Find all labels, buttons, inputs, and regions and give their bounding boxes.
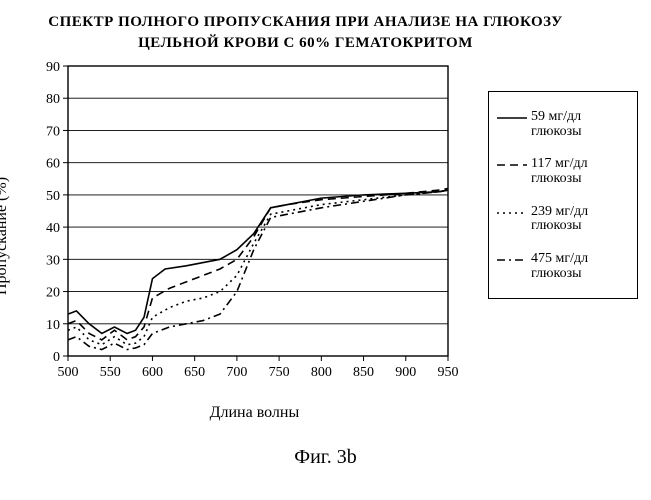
legend-item: 239 мг/длглюкозы [497, 205, 627, 234]
x-axis-label: Длина волны [210, 404, 300, 422]
svg-text:900: 900 [395, 365, 416, 380]
svg-text:90: 90 [46, 60, 60, 75]
svg-text:600: 600 [142, 365, 163, 380]
legend-swatch [497, 252, 527, 266]
svg-text:80: 80 [46, 92, 60, 107]
legend-label: 475 мг/длглюкозы [531, 252, 588, 281]
y-axis-label: Пропускание (%) [0, 177, 11, 295]
figure-row: Пропускание (%) 010203040506070809050055… [10, 56, 641, 416]
legend-swatch [497, 157, 527, 171]
chart-title-line2: ЦЕЛЬНОЙ КРОВИ С 60% ГЕМАТОКРИТОМ [20, 35, 591, 52]
svg-text:60: 60 [46, 157, 60, 172]
svg-text:950: 950 [438, 365, 459, 380]
legend-label: 117 мг/длглюкозы [531, 157, 588, 186]
svg-text:40: 40 [46, 221, 60, 236]
svg-text:850: 850 [353, 365, 374, 380]
svg-text:30: 30 [46, 253, 60, 268]
svg-text:500: 500 [58, 365, 79, 380]
legend-label: 239 мг/длглюкозы [531, 205, 588, 234]
svg-text:70: 70 [46, 124, 60, 139]
svg-text:700: 700 [226, 365, 247, 380]
chart-box: Пропускание (%) 010203040506070809050055… [10, 56, 480, 416]
legend-item: 117 мг/длглюкозы [497, 157, 627, 186]
legend-label: 59 мг/длглюкозы [531, 110, 582, 139]
legend: 59 мг/длглюкозы 117 мг/длглюкозы 239 мг/дл… [488, 91, 638, 299]
svg-text:750: 750 [269, 365, 290, 380]
chart-svg: 0 10 20 30 40 50 60 70 80 90 500 550 600 650 700 750 800… [10, 56, 480, 396]
svg-text:10: 10 [46, 318, 60, 333]
legend-swatch [497, 205, 527, 219]
legend-item: 59 мг/длглюкозы [497, 110, 627, 139]
figure-caption: Фиг. 3b [10, 446, 641, 469]
svg-text:550: 550 [100, 365, 121, 380]
chart-title-line1: СПЕКТР ПОЛНОГО ПРОПУСКАНИЯ ПРИ АНАЛИЗЕ Н… [20, 14, 591, 31]
svg-text:800: 800 [311, 365, 332, 380]
svg-text:50: 50 [46, 189, 60, 204]
svg-text:650: 650 [184, 365, 205, 380]
svg-text:20: 20 [46, 286, 60, 301]
legend-swatch [497, 110, 527, 124]
legend-item: 475 мг/длглюкозы [497, 252, 627, 281]
svg-text:0: 0 [53, 350, 60, 365]
